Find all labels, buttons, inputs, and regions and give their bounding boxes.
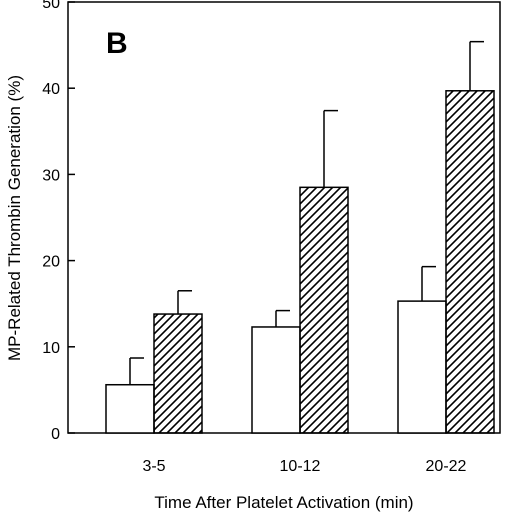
panel-label: B [106,27,128,60]
bar-hatched-20-22 [445,90,495,434]
bar-hatched-3-5 [153,313,203,434]
y-tick-label-20: 20 [42,254,60,271]
y-tick-label-40: 40 [42,81,60,98]
y-tick-label-10: 10 [42,340,60,357]
y-axis-label: MP-Related Thrombin Generation (%) [5,75,24,361]
y-tick-label-0: 0 [51,426,60,443]
x-axis-label: Time After Platelet Activation (min) [154,493,413,512]
x-tick-label-20-22: 20-22 [426,458,467,475]
x-tick-label-10-12: 10-12 [280,458,321,475]
bar-open-3-5 [105,383,155,434]
bar-open-20-22 [397,300,447,434]
y-tick-label-30: 30 [42,167,60,184]
x-tick-label-3-5: 3-5 [142,458,165,475]
bar-open-10-12 [251,326,301,434]
bar-hatched-10-12 [299,186,349,434]
y-tick-label-50: 50 [42,0,60,12]
